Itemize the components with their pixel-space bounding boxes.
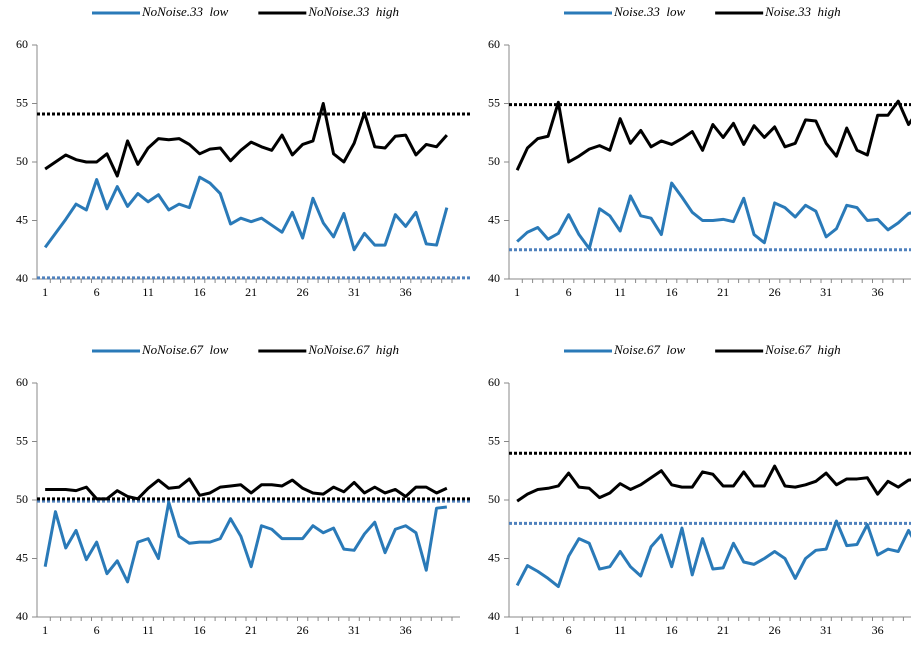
y-tick-label: 50: [488, 492, 500, 506]
y-tick-label: 60: [16, 375, 28, 389]
legend-label: Noise.33 high: [764, 4, 840, 19]
x-tick-label: 26: [297, 285, 309, 299]
x-tick-label: 36: [872, 623, 884, 637]
y-tick-label: 40: [16, 609, 28, 623]
y-tick-label: 55: [488, 433, 500, 447]
x-tick-label: 11: [614, 285, 626, 299]
x-tick-label: 31: [820, 285, 832, 299]
x-tick-label: 21: [245, 623, 257, 637]
y-tick-label: 45: [488, 550, 500, 564]
x-tick-label: 1: [514, 623, 520, 637]
y-tick-label: 55: [488, 95, 500, 109]
x-tick-label: 26: [297, 623, 309, 637]
x-tick-label: 36: [400, 623, 412, 637]
x-tick-label: 31: [348, 623, 360, 637]
y-tick-label: 45: [16, 550, 28, 564]
legend-label: Noise.67 low: [613, 342, 685, 357]
x-tick-label: 26: [769, 623, 781, 637]
series-line: [515, 99, 911, 171]
x-tick-label: 6: [566, 285, 572, 299]
x-tick-label: 1: [514, 285, 520, 299]
y-tick-label: 40: [488, 271, 500, 285]
x-tick-label: 21: [717, 623, 729, 637]
x-tick-label: 11: [142, 285, 154, 299]
legend-label: NoNoise.67 low: [141, 342, 229, 357]
x-tick-label: 1: [42, 623, 48, 637]
x-tick-label: 16: [194, 285, 206, 299]
x-tick-label: 36: [872, 285, 884, 299]
x-tick-label: 16: [194, 623, 206, 637]
legend-label: NoNoise.67 high: [307, 342, 399, 357]
y-tick-label: 55: [16, 433, 28, 447]
y-tick-label: 50: [16, 154, 28, 168]
x-tick-label: 36: [400, 285, 412, 299]
x-tick-label: 6: [94, 285, 100, 299]
y-tick-label: 40: [16, 271, 28, 285]
y-tick-label: 55: [16, 95, 28, 109]
y-tick-label: 40: [488, 609, 500, 623]
x-tick-label: 6: [566, 623, 572, 637]
y-tick-label: 60: [488, 37, 500, 51]
series-line: [516, 464, 911, 503]
legend-label: NoNoise.33 high: [307, 4, 399, 19]
series-line: [515, 519, 911, 589]
y-tick-label: 60: [488, 375, 500, 389]
x-tick-label: 21: [245, 285, 257, 299]
x-tick-label: 1: [42, 285, 48, 299]
y-tick-label: 50: [16, 492, 28, 506]
series-line: [43, 500, 448, 584]
series-line: [43, 175, 449, 252]
y-tick-label: 45: [16, 212, 28, 226]
x-tick-label: 6: [94, 623, 100, 637]
x-tick-label: 11: [614, 623, 626, 637]
series-line: [516, 181, 911, 251]
series-line: [45, 477, 448, 501]
y-tick-label: 50: [488, 154, 500, 168]
x-tick-label: 16: [666, 285, 678, 299]
x-tick-label: 16: [666, 623, 678, 637]
x-tick-label: 31: [820, 623, 832, 637]
legend-label: Noise.67 high: [764, 342, 840, 357]
y-tick-label: 45: [488, 212, 500, 226]
y-tick-label: 60: [16, 37, 28, 51]
legend-label: NoNoise.33 low: [141, 4, 229, 19]
x-tick-label: 21: [717, 285, 729, 299]
legend-label: Noise.33 low: [613, 4, 685, 19]
series-line: [44, 102, 448, 178]
x-tick-label: 31: [348, 285, 360, 299]
x-tick-label: 11: [142, 623, 154, 637]
x-tick-label: 26: [769, 285, 781, 299]
